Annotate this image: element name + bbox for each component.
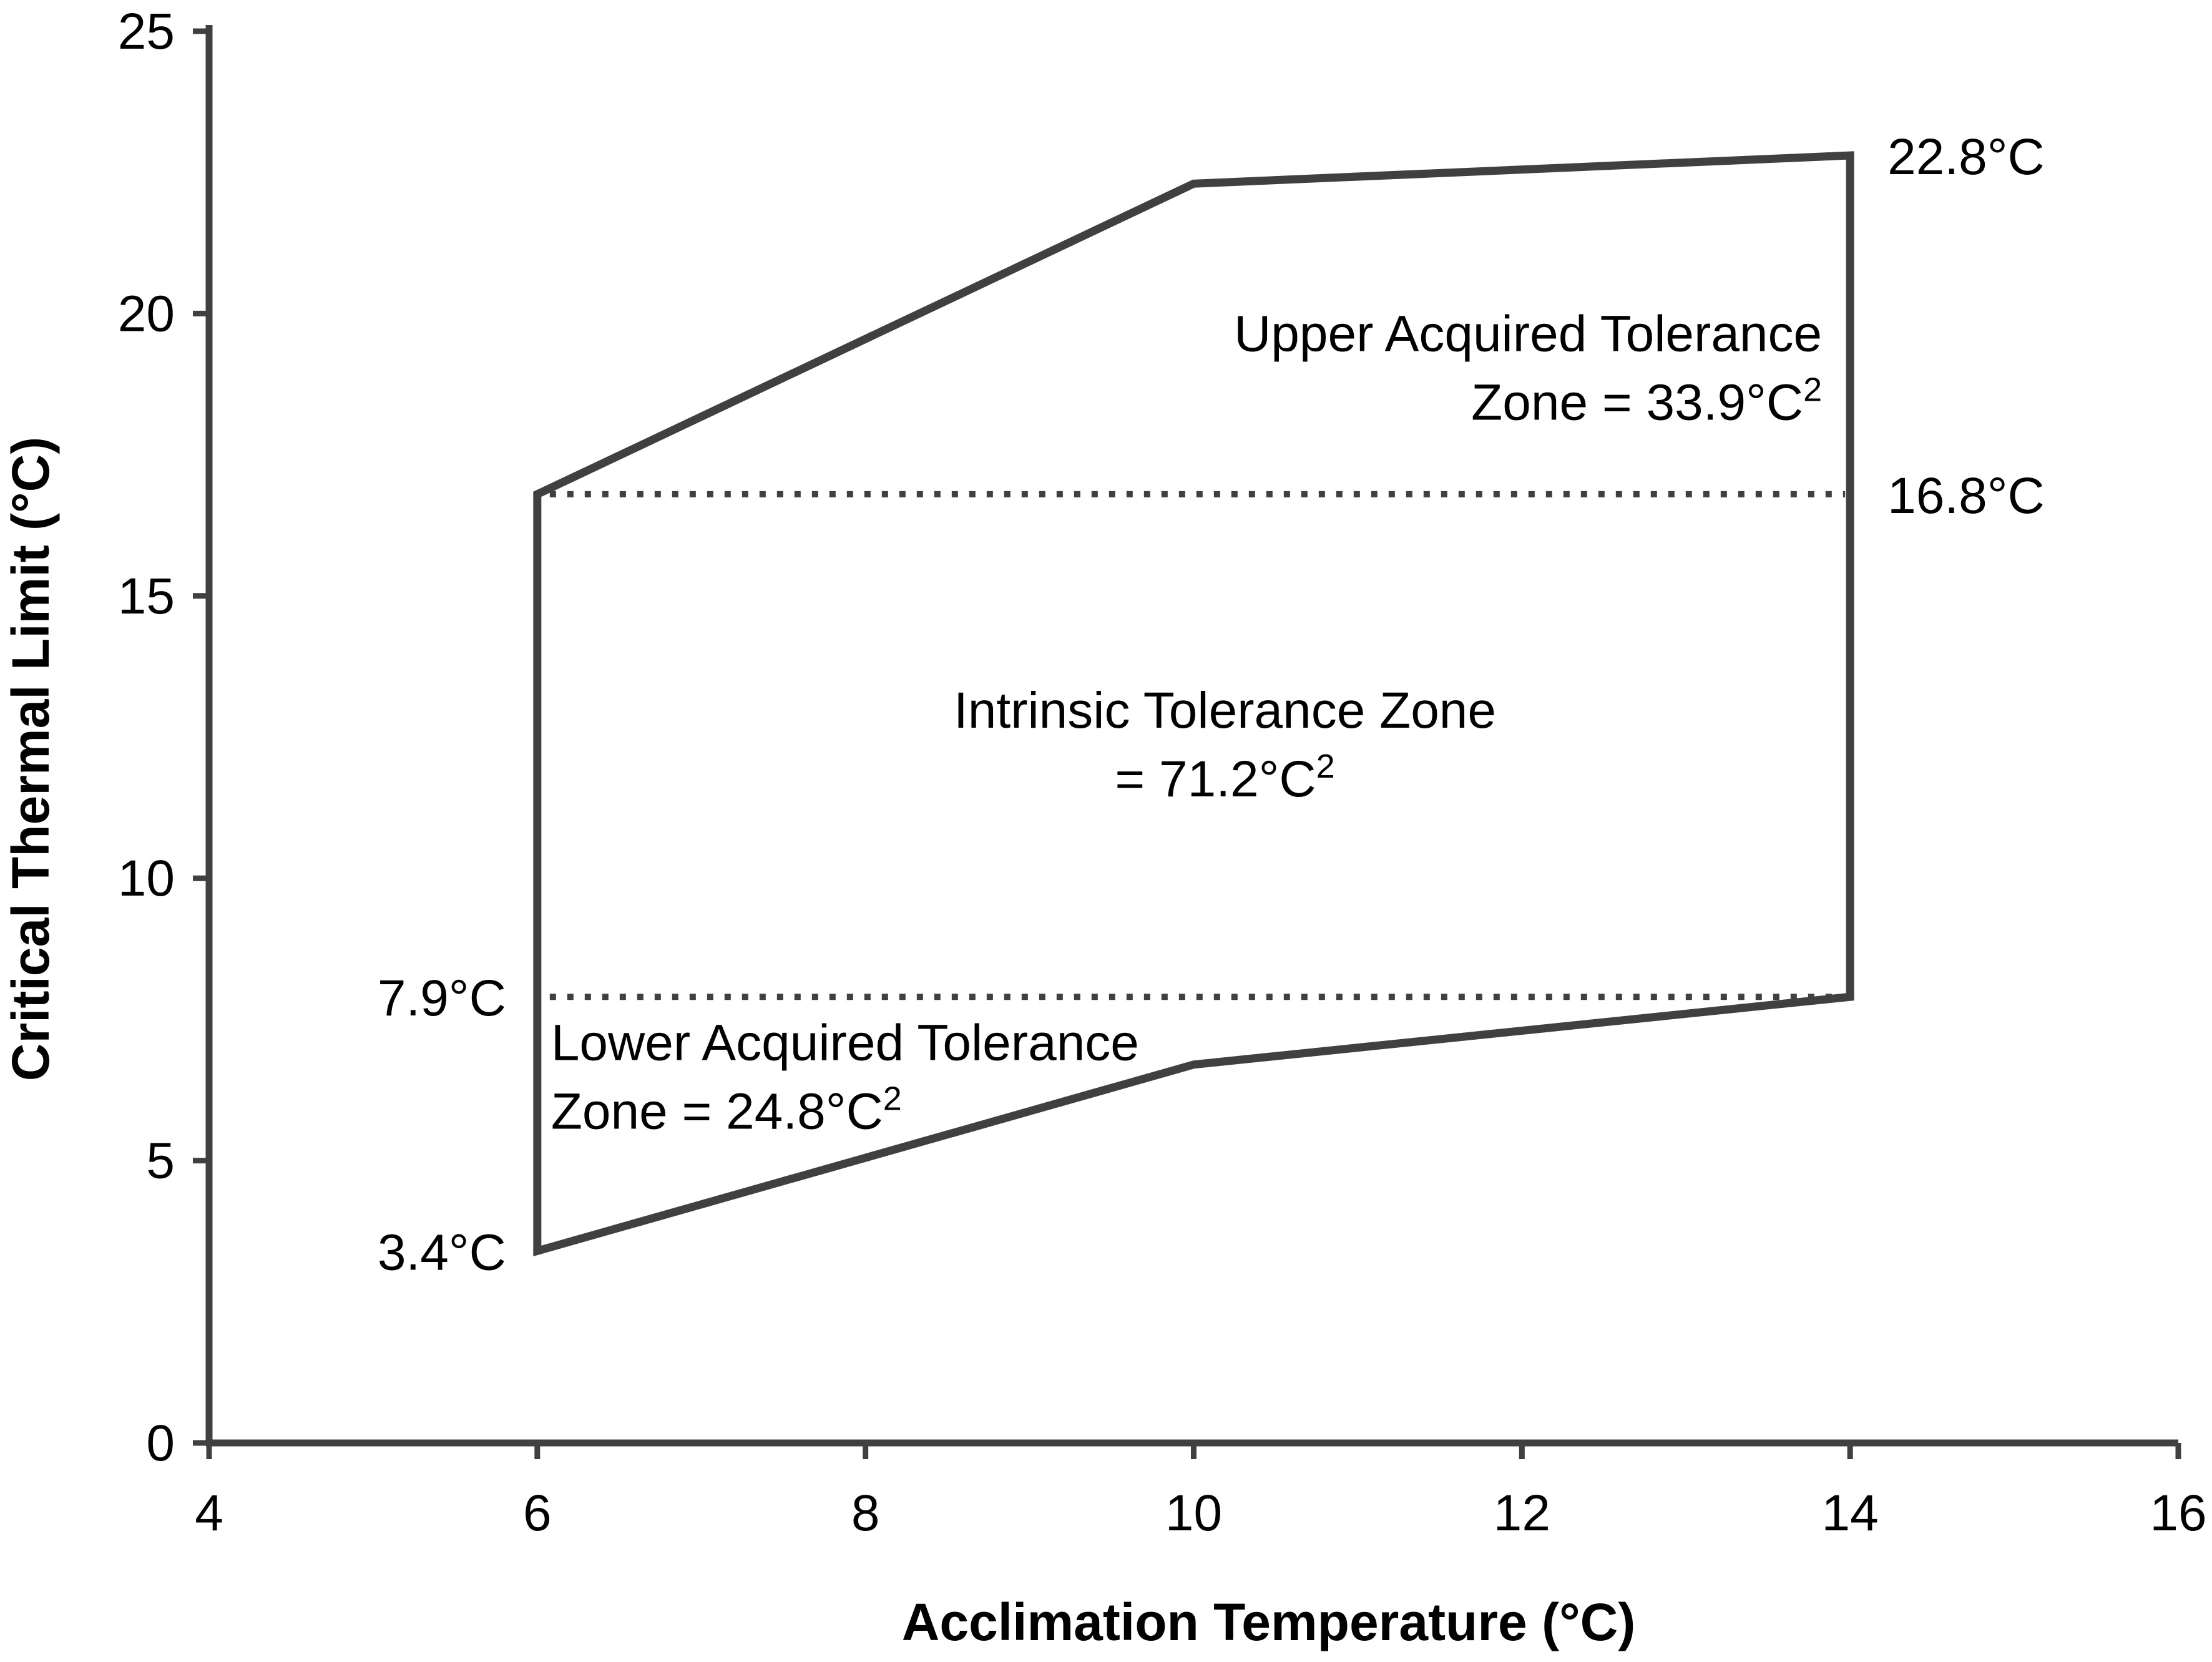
ticks: 4 6 8 10 12 14 16 0 5 10 15 20 25	[118, 3, 2207, 1542]
annotation-upper-right: 22.8°C	[1887, 129, 2045, 185]
x-tick-label: 4	[195, 1485, 223, 1542]
upper-zone-label-line2: Zone = 33.9°C2	[1471, 371, 1822, 431]
intrinsic-zone-label-line2: = 71.2°C2	[1115, 748, 1334, 808]
x-axis-title: Acclimation Temperature (°C)	[902, 1593, 1636, 1651]
annotation-lower-left: 3.4°C	[378, 1224, 506, 1281]
y-tick-label: 0	[146, 1415, 175, 1472]
zone-polygon	[533, 151, 1854, 1256]
upper-zone-label-line1: Upper Acquired Tolerance	[1234, 305, 1822, 362]
intrinsic-zone-label-line1: Intrinsic Tolerance Zone	[954, 682, 1496, 739]
lower-zone-label-line2: Zone = 24.8°C2	[551, 1080, 902, 1140]
x-tick-label: 8	[851, 1485, 880, 1542]
x-tick-label: 16	[2150, 1485, 2206, 1542]
zone-outline	[533, 151, 1854, 1256]
y-tick-label: 25	[118, 3, 175, 60]
x-tick-label: 14	[1822, 1485, 1879, 1542]
lower-zone-label-line1: Lower Acquired Tolerance	[551, 1015, 1139, 1072]
reference-lines	[549, 491, 1846, 1000]
upper-zone-superscript: 2	[1803, 371, 1822, 408]
lower-zone-value: Zone = 24.8°C	[551, 1083, 883, 1140]
y-tick-label: 15	[118, 568, 175, 625]
x-tick-label: 6	[523, 1485, 552, 1542]
intrinsic-zone-value: = 71.2°C	[1115, 751, 1316, 808]
lower-zone-superscript: 2	[883, 1080, 902, 1118]
annotation-intrinsic-lower: 7.9°C	[378, 970, 506, 1027]
upper-zone-value: Zone = 33.9°C	[1471, 374, 1803, 431]
intrinsic-zone-superscript: 2	[1316, 748, 1335, 785]
x-tick-label: 10	[1165, 1485, 1222, 1542]
y-tick-label: 20	[118, 285, 175, 342]
y-tick-label: 5	[146, 1133, 175, 1190]
y-tick-label: 10	[118, 850, 175, 907]
x-tick-label: 12	[1494, 1485, 1550, 1542]
annotation-intrinsic-upper: 16.8°C	[1887, 467, 2045, 524]
y-axis-title: Critical Thermal Limit (°C)	[1, 437, 60, 1081]
